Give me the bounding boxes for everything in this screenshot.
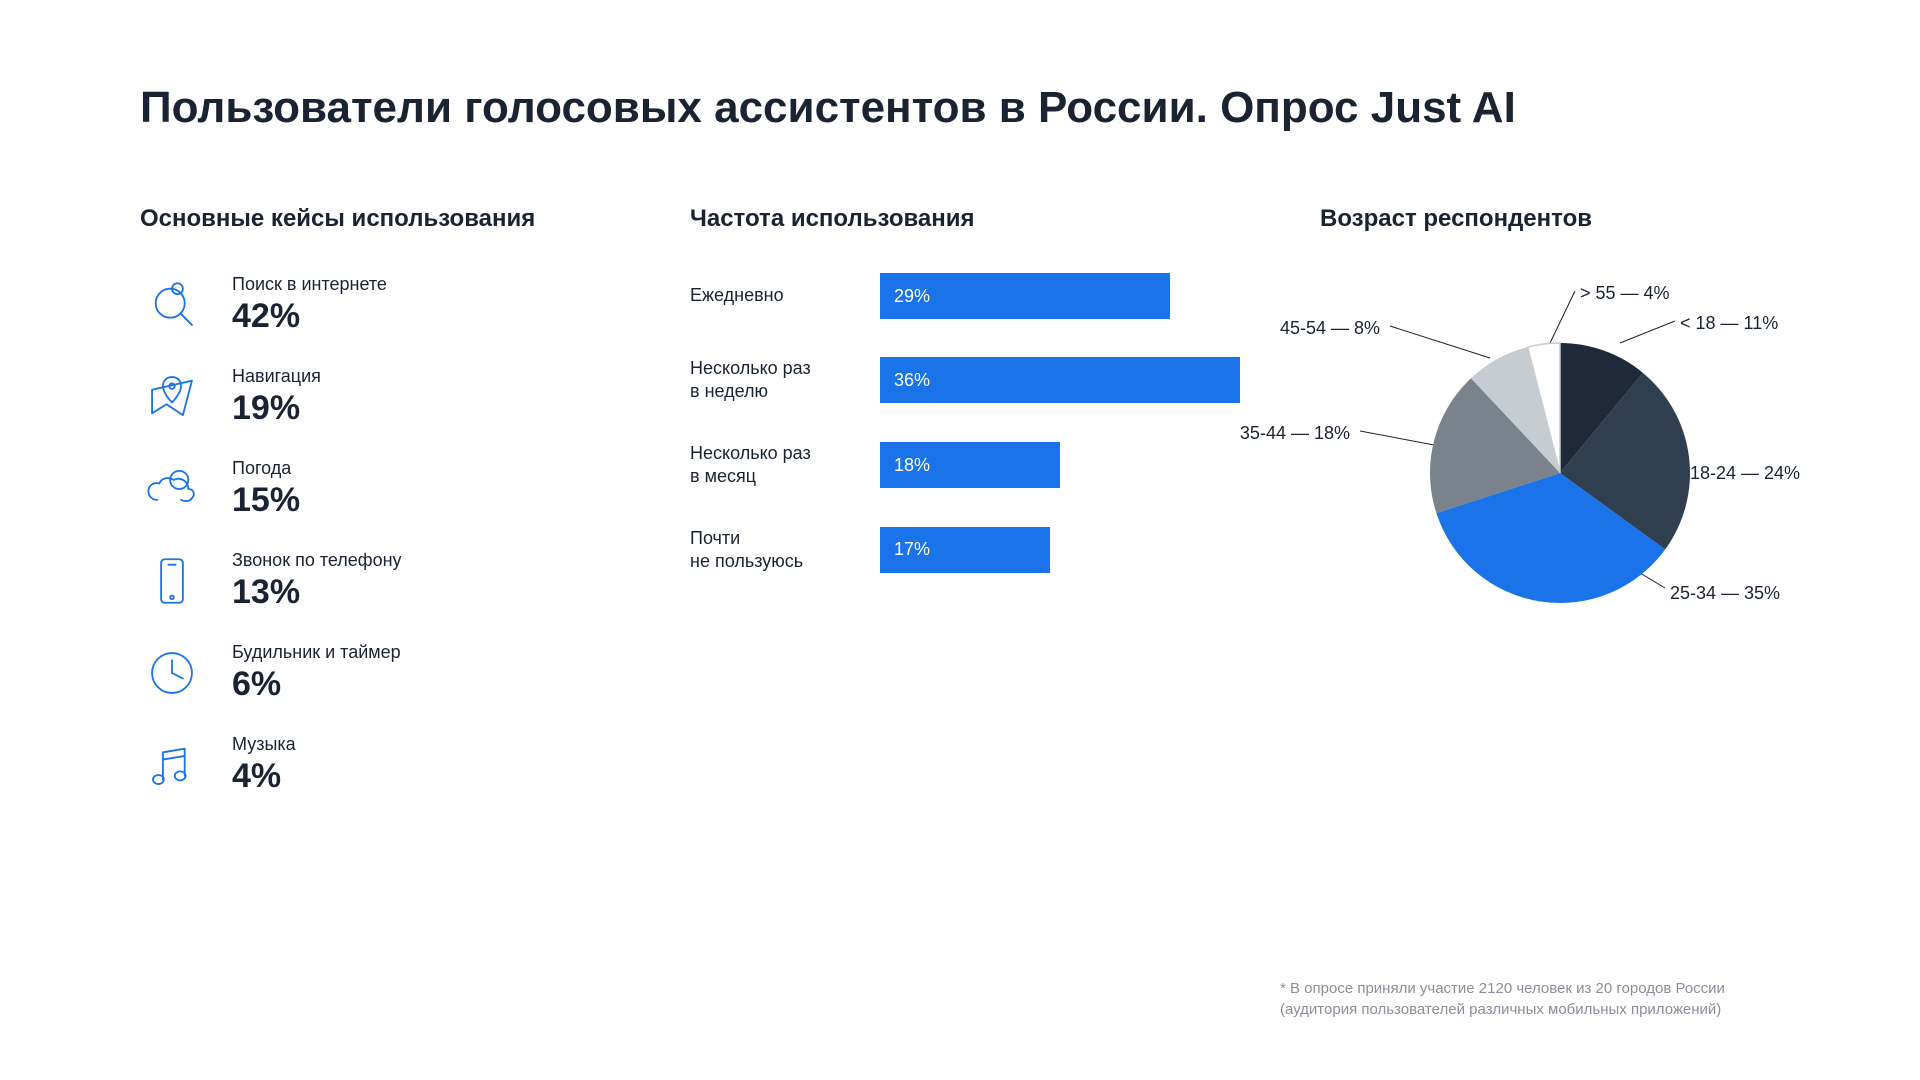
- usecase-row: Погода 15%: [140, 457, 610, 521]
- usecase-label: Навигация: [232, 366, 321, 387]
- age-section: Возраст респондентов < 18 — 11% 18-24 — 2…: [1320, 205, 1800, 825]
- frequency-label: Несколько разв неделю: [690, 357, 880, 404]
- weather-icon: [140, 457, 204, 521]
- use-cases-section: Основные кейсы использования Поиск в инт…: [140, 205, 610, 825]
- usecase-label: Будильник и таймер: [232, 642, 401, 663]
- frequency-section: Частота использования Ежедневно 29% Неск…: [690, 205, 1240, 825]
- frequency-bar: 29%: [880, 273, 1170, 319]
- phone-icon: [140, 549, 204, 613]
- frequency-bar: 17%: [880, 527, 1050, 573]
- usecase-label: Звонок по телефону: [232, 550, 402, 571]
- usecase-label: Поиск в интернете: [232, 274, 387, 295]
- map-pin-icon: [140, 365, 204, 429]
- usecase-value: 19%: [232, 389, 321, 428]
- frequency-label: Несколько разв месяц: [690, 442, 880, 489]
- usecase-value: 13%: [232, 573, 402, 612]
- usecase-label: Музыка: [232, 734, 296, 755]
- page-title: Пользователи голосовых ассистентов в Рос…: [140, 80, 1800, 135]
- usecase-value: 42%: [232, 297, 387, 336]
- frequency-row: Почтине пользуюсь 17%: [690, 527, 1240, 574]
- use-cases-heading: Основные кейсы использования: [140, 205, 610, 233]
- frequency-row: Ежедневно 29%: [690, 273, 1240, 319]
- age-pie-chart: < 18 — 11%18-24 — 24%25-34 — 35%35-44 — …: [1320, 273, 1800, 673]
- usecase-row: Поиск в интернете 42%: [140, 273, 610, 337]
- usecase-row: Будильник и таймер 6%: [140, 641, 610, 705]
- frequency-label: Почтине пользуюсь: [690, 527, 880, 574]
- music-icon: [140, 733, 204, 797]
- pie-label: 35-44 — 18%: [1240, 423, 1350, 444]
- usecase-value: 6%: [232, 665, 401, 704]
- frequency-row: Несколько разв месяц 18%: [690, 442, 1240, 489]
- usecase-row: Навигация 19%: [140, 365, 610, 429]
- pie-label: < 18 — 11%: [1680, 313, 1778, 334]
- pie-label: 25-34 — 35%: [1670, 583, 1780, 604]
- frequency-heading: Частота использования: [690, 205, 1240, 233]
- usecase-value: 15%: [232, 481, 300, 520]
- footnote: * В опросе приняли участие 2120 человек …: [1280, 978, 1800, 1020]
- usecase-label: Погода: [232, 458, 300, 479]
- pie-label: 45-54 — 8%: [1280, 318, 1380, 339]
- search-icon: [140, 273, 204, 337]
- usecase-row: Музыка 4%: [140, 733, 610, 797]
- frequency-label: Ежедневно: [690, 284, 880, 307]
- pie-label: > 55 — 4%: [1580, 283, 1670, 304]
- frequency-bar: 18%: [880, 442, 1060, 488]
- usecase-row: Звонок по телефону 13%: [140, 549, 610, 613]
- pie-label: 18-24 — 24%: [1690, 463, 1800, 484]
- usecase-value: 4%: [232, 757, 296, 796]
- frequency-bar: 36%: [880, 357, 1240, 403]
- clock-icon: [140, 641, 204, 705]
- age-heading: Возраст респондентов: [1320, 205, 1800, 233]
- frequency-row: Несколько разв неделю 36%: [690, 357, 1240, 404]
